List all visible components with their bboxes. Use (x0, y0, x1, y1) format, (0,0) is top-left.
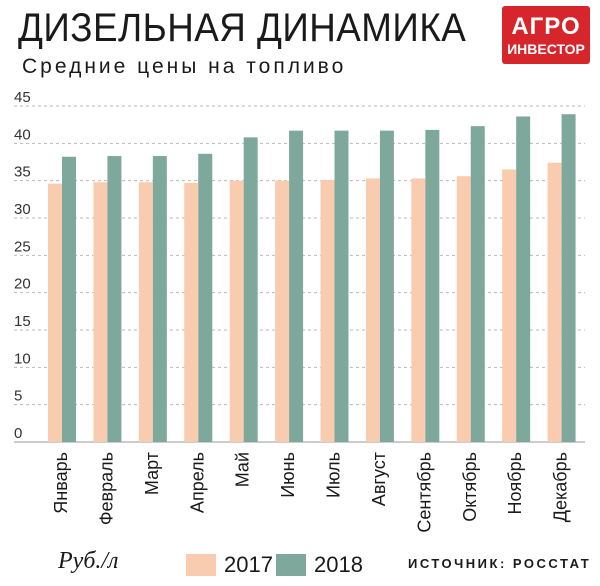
unit-label: Руб./л (58, 548, 119, 574)
bar-2018 (516, 116, 531, 442)
bar-2017 (48, 183, 62, 443)
y-tick-label: 20 (14, 276, 31, 293)
y-tick-label: 15 (14, 313, 31, 330)
legend-item-2018: 2018 (276, 550, 363, 580)
bar-2018 (152, 156, 167, 442)
x-tick-label: Май (233, 452, 253, 487)
bar-2018 (379, 130, 394, 442)
legend-label-2017: 2017 (224, 552, 273, 577)
bar-2017 (456, 176, 471, 443)
x-tick-label: Декабрь (551, 452, 571, 522)
bar-2017 (411, 178, 426, 442)
bar-2018 (107, 156, 122, 442)
chart-subtitle: Средние цены на топливо (22, 55, 347, 78)
source-note: ИСТОЧНИК: РОССТАТ (408, 556, 592, 571)
y-tick-label: 5 (14, 388, 22, 405)
bar-2018 (470, 126, 485, 442)
bar-2018 (334, 130, 349, 442)
x-tick-label: Март (142, 452, 162, 495)
y-tick-label: 25 (14, 238, 31, 255)
bar-2017 (229, 180, 244, 442)
x-tick-label: Октябрь (460, 452, 480, 522)
x-tick-label: Июль (324, 452, 344, 498)
legend-swatch-2017 (186, 554, 216, 576)
legend-label-2018: 2018 (314, 552, 363, 577)
bar-2017 (93, 182, 108, 442)
x-tick-label: Август (369, 452, 389, 506)
x-tick-label: Июнь (278, 452, 298, 498)
x-tick-label: Январь (51, 452, 71, 514)
x-tick-label: Апрель (187, 452, 207, 513)
logo-line-2: ИНВЕСТОР (507, 40, 585, 57)
logo-line-1: АГРО (511, 12, 581, 40)
bar-2018 (561, 114, 576, 443)
y-tick-label: 30 (14, 201, 31, 218)
bar-2018 (243, 137, 258, 443)
y-tick-label: 40 (14, 126, 31, 143)
x-tick-label: Ноябрь (505, 452, 525, 514)
bar-2017 (184, 182, 199, 442)
legend-swatch-2018 (276, 554, 306, 576)
bar-2017 (275, 180, 290, 442)
bar-2018 (62, 156, 76, 443)
bar-2017 (365, 178, 380, 442)
bar-2017 (502, 169, 517, 442)
agroinvestor-logo: АГРО ИНВЕСТОР (502, 6, 590, 64)
bar-2017 (547, 162, 562, 442)
y-tick-label: 45 (14, 89, 31, 106)
y-tick-label: 10 (14, 350, 31, 367)
y-tick-label: 0 (14, 425, 22, 442)
bar-2017 (320, 179, 335, 443)
bar-2018 (289, 130, 304, 442)
bar-2017 (138, 182, 153, 442)
legend-item-2017: 2017 (186, 550, 273, 580)
bar-2018 (425, 129, 440, 443)
x-tick-label: Февраль (96, 452, 116, 525)
chart-title: ДИЗЕЛЬНАЯ ДИНАМИКА (18, 6, 467, 50)
x-tick-label: Сентябрь (414, 452, 434, 533)
y-tick-label: 35 (14, 164, 31, 181)
bar-2018 (198, 153, 213, 442)
